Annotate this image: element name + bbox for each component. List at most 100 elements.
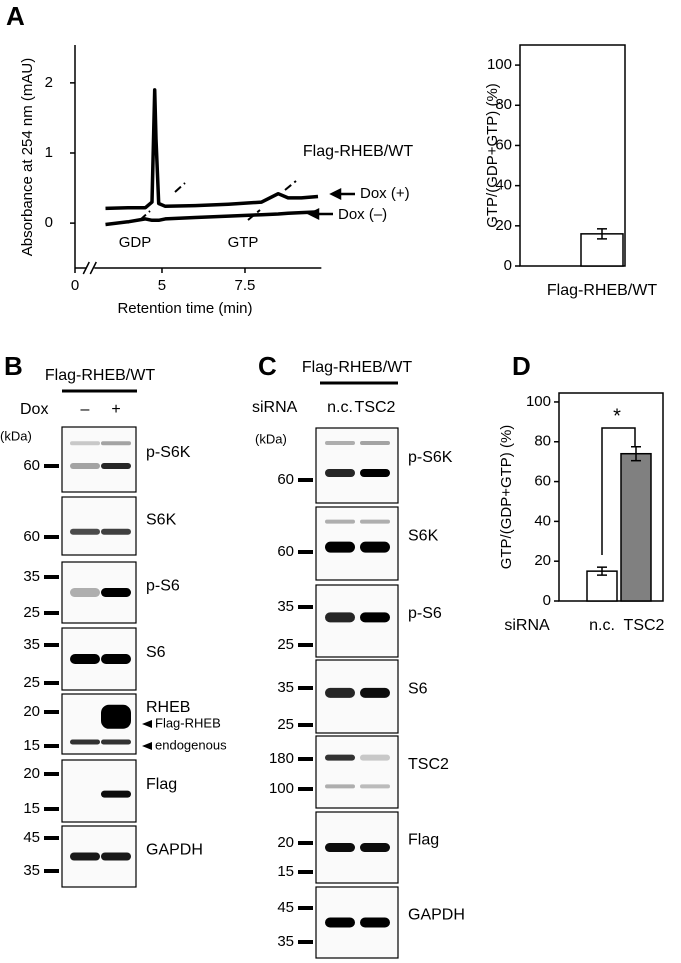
row-label: GAPDH [146, 842, 203, 859]
blot-box [315, 427, 399, 504]
y-tick-label: 20 [495, 217, 512, 234]
marker-label: 100 [269, 780, 294, 797]
band [360, 441, 390, 445]
y-tick-label: 100 [526, 393, 551, 410]
x-tick-label: 0 [71, 277, 79, 294]
band [360, 469, 390, 477]
marker-label: 25 [277, 716, 294, 733]
y-tick-label: 0 [504, 257, 512, 274]
marker-label: 20 [23, 765, 40, 782]
band [325, 541, 355, 553]
lane-label: – [81, 401, 90, 418]
marker-label: 20 [277, 834, 294, 851]
x-tick-label: TSC2 [624, 617, 665, 634]
y-tick-label: 0 [543, 592, 551, 609]
band [101, 463, 131, 469]
condition-label: Dox [20, 401, 48, 418]
marker-label: 35 [277, 598, 294, 615]
bar [620, 452, 652, 602]
blot-box [315, 735, 399, 809]
marker-label: 15 [277, 863, 294, 880]
band [101, 654, 131, 664]
band [325, 754, 355, 761]
row-label: RHEB [146, 699, 190, 716]
marker-label: 35 [23, 636, 40, 653]
panel-label: D [512, 351, 531, 381]
band [360, 754, 390, 761]
panel-label: A [6, 1, 25, 31]
band [325, 441, 355, 445]
y-tick-label: 40 [495, 177, 512, 194]
trace [105, 88, 319, 211]
y-tick-label: 40 [534, 512, 551, 529]
annotation: GDP [119, 234, 152, 251]
band [360, 843, 390, 852]
error-bar [597, 566, 607, 576]
marker-label: 45 [277, 899, 294, 916]
legend-label: Dox (–) [338, 206, 387, 223]
error-bar [631, 445, 641, 462]
lane-label: n.c. [327, 399, 353, 416]
y-tick-label: 80 [495, 96, 512, 113]
band [360, 612, 390, 623]
band [101, 790, 131, 798]
row-label: p-S6 [146, 578, 180, 595]
y-axis-label: GTP/(GDP+GTP) (%) [498, 425, 515, 570]
marker-label: 25 [277, 636, 294, 653]
band [325, 843, 355, 852]
y-axis-label: GTP/(GDP+GTP) (%) [484, 83, 501, 228]
blot-box [61, 496, 137, 556]
band [70, 441, 100, 446]
x-tick-label: 5 [158, 277, 166, 294]
band [70, 463, 100, 469]
x-axis-label: siRNA [504, 617, 550, 634]
y-tick-label: 80 [534, 433, 551, 450]
marker-label: 45 [23, 829, 40, 846]
row-label: GAPDH [408, 907, 465, 924]
construct-label: Flag-RHEB/WT [45, 367, 155, 384]
band [70, 654, 100, 664]
band [101, 852, 131, 861]
y-tick-label: 60 [534, 473, 551, 490]
marker-label: 60 [277, 543, 294, 560]
axis-break [89, 261, 97, 275]
chart-title: Flag-RHEB/WT [303, 143, 413, 160]
y-tick-label: 0 [45, 214, 53, 231]
arrowhead [142, 742, 152, 750]
band [325, 612, 355, 623]
marker-label: 60 [23, 528, 40, 545]
band-annotation: Flag-RHEB [155, 715, 221, 730]
row-label: p-S6K [408, 449, 453, 466]
row-label: TSC2 [408, 756, 449, 773]
y-axis-label: Absorbance at 254 nm (mAU) [19, 58, 36, 256]
blot-box [61, 426, 137, 493]
error-bar [597, 228, 607, 240]
panel-label: B [4, 351, 23, 381]
band [70, 528, 100, 535]
marker-label: 25 [23, 604, 40, 621]
y-tick-label: 100 [487, 56, 512, 73]
marker-label: 60 [277, 471, 294, 488]
annotation: GTP [228, 234, 259, 251]
marker-label: 180 [269, 750, 294, 767]
marker-label: 35 [277, 679, 294, 696]
row-label: p-S6 [408, 605, 442, 622]
band-annotation: endogenous [155, 737, 227, 752]
band [325, 469, 355, 477]
band [70, 852, 100, 861]
band [360, 541, 390, 553]
lane-label: + [111, 401, 120, 418]
band [101, 739, 131, 745]
band [101, 528, 131, 535]
y-tick-label: 2 [45, 74, 53, 91]
row-label: S6 [146, 644, 166, 661]
band [325, 519, 355, 524]
band [70, 588, 100, 597]
row-label: S6 [408, 680, 428, 697]
band [325, 784, 355, 789]
marker-label: 35 [277, 933, 294, 950]
row-label: S6K [146, 511, 177, 528]
x-tick-label: Flag-RHEB/WT [547, 282, 657, 299]
marker-label: 35 [23, 568, 40, 585]
